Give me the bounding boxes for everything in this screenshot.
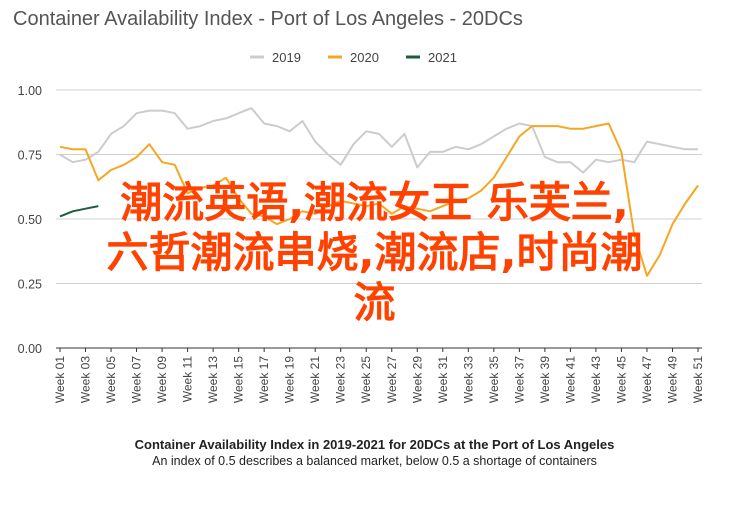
y-tick-label: 0.50 bbox=[18, 213, 42, 227]
x-tick-label: Week 31 bbox=[436, 356, 450, 403]
x-tick-label: Week 01 bbox=[53, 356, 67, 403]
x-tick-label: Week 23 bbox=[334, 356, 348, 403]
chart-title: Container Availability Index - Port of L… bbox=[13, 8, 523, 30]
series-line-2020 bbox=[59, 122, 699, 277]
x-tick-label: Week 29 bbox=[410, 356, 424, 403]
x-tick-label: Week 47 bbox=[640, 356, 654, 403]
x-tick-label: Week 33 bbox=[461, 356, 475, 403]
x-tick-label: Week 13 bbox=[206, 356, 220, 403]
x-tick-label: Week 05 bbox=[104, 356, 118, 403]
x-tick-label: Week 21 bbox=[308, 356, 322, 403]
x-tick-label: Week 49 bbox=[665, 356, 679, 403]
x-tick-label: Week 07 bbox=[130, 356, 144, 403]
x-tick-label: Week 11 bbox=[181, 356, 195, 403]
legend-label-2021: 2021 bbox=[428, 50, 457, 65]
caption-title: Container Availability Index in 2019-202… bbox=[134, 437, 615, 452]
series-line-2021 bbox=[59, 205, 99, 218]
x-tick-label: Week 41 bbox=[563, 356, 577, 403]
x-tick-label: Week 27 bbox=[385, 356, 399, 403]
x-tick-label: Week 19 bbox=[283, 356, 297, 403]
x-tick-label: Week 37 bbox=[512, 356, 526, 403]
x-tick-label: Week 39 bbox=[538, 356, 552, 403]
x-tick-label: Week 09 bbox=[155, 356, 169, 403]
y-tick-label: 1.00 bbox=[18, 84, 42, 98]
x-tick-label: Week 17 bbox=[257, 356, 271, 403]
x-tick-label: Week 25 bbox=[359, 356, 373, 403]
x-tick-label: Week 03 bbox=[79, 356, 93, 403]
x-tick-label: Week 45 bbox=[614, 356, 628, 403]
line-chart: 0.00 0.25 0.50 0.75 1.00 Week 01 Week 03 Week 0… bbox=[18, 50, 705, 403]
y-tick-label: 0.25 bbox=[18, 278, 42, 292]
caption-subtitle: An index of 0.5 describes a balanced mar… bbox=[152, 454, 597, 468]
y-tick-label: 0.00 bbox=[18, 342, 42, 356]
x-tick-label: Week 51 bbox=[691, 356, 705, 403]
y-tick-label: 0.75 bbox=[18, 149, 42, 163]
legend-label-2020: 2020 bbox=[350, 50, 379, 65]
x-tick-label: Week 15 bbox=[232, 356, 246, 403]
series-line-2019 bbox=[59, 107, 698, 174]
x-tick-label: Week 43 bbox=[589, 356, 603, 403]
legend-label-2019: 2019 bbox=[272, 50, 301, 65]
x-tick-label: Week 35 bbox=[487, 356, 501, 403]
figure-caption: Container Availability Index in 2019-202… bbox=[0, 437, 749, 468]
